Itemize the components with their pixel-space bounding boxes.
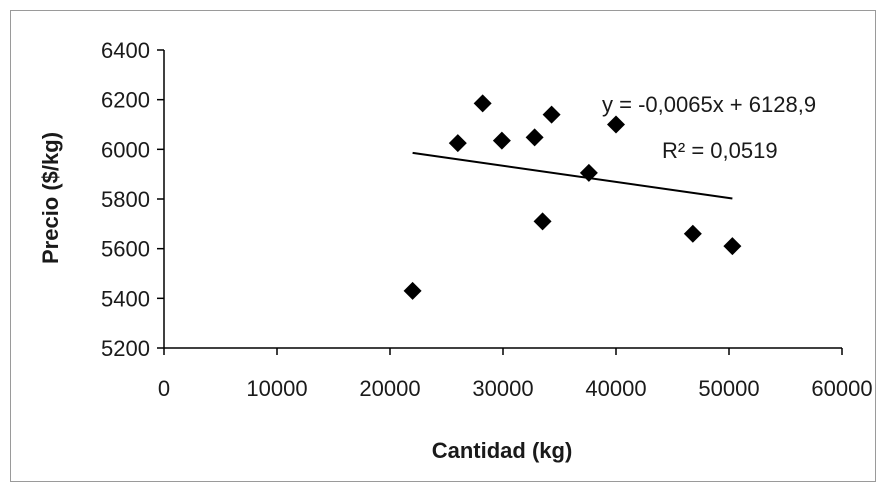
y-tick-label: 5800	[101, 187, 150, 212]
trendline-group	[412, 151, 733, 200]
x-tick-label: 20000	[359, 376, 420, 401]
x-tick-label: 10000	[246, 376, 307, 401]
y-tick-label: 6400	[101, 38, 150, 63]
y-tick-label: 5600	[101, 237, 150, 262]
x-tick-label: 50000	[698, 376, 759, 401]
y-tick-label: 6000	[101, 137, 150, 162]
data-point	[448, 134, 467, 153]
data-point	[607, 115, 625, 134]
data-point	[525, 128, 544, 147]
axes: 5200 5400 5600 5800 6000 6200 6400 0 10000 20000 3…	[101, 38, 873, 401]
data-point	[473, 94, 492, 113]
y-axis-title: Precio ($/kg)	[38, 132, 63, 264]
y-tick-label: 5200	[101, 336, 150, 361]
x-tick-label: 60000	[811, 376, 872, 401]
x-tick-label: 0	[158, 376, 170, 401]
data-point	[403, 281, 422, 300]
trendline-equation: y = -0,0065x + 6128,9	[602, 92, 816, 117]
y-tick-label: 6200	[101, 88, 150, 113]
r-squared-label: R² = 0,0519	[662, 138, 778, 163]
trendline	[412, 151, 733, 200]
data-point	[542, 105, 561, 124]
data-points	[403, 94, 742, 300]
data-point	[683, 224, 702, 243]
data-point	[492, 131, 511, 150]
data-point	[723, 237, 742, 256]
x-axis-title: Cantidad (kg)	[432, 438, 573, 463]
y-tick-label: 5400	[101, 286, 150, 311]
data-point	[533, 212, 552, 231]
x-tick-label: 40000	[585, 376, 646, 401]
data-point	[579, 163, 598, 182]
x-tick-label: 30000	[472, 376, 533, 401]
